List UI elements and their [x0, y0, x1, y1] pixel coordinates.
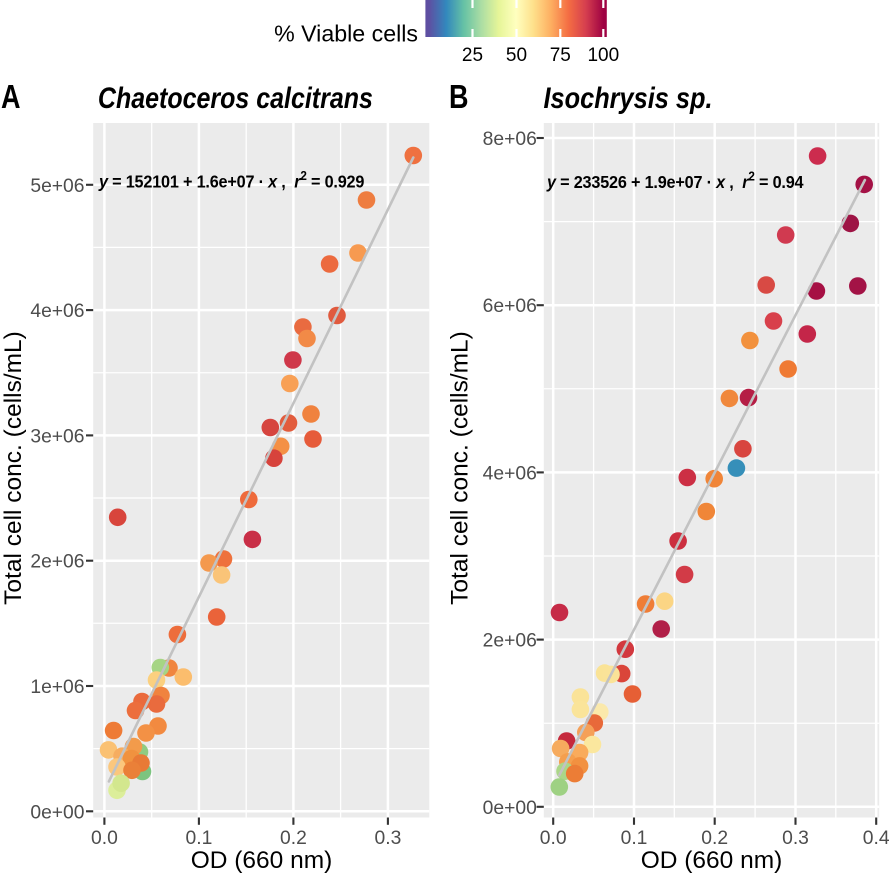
svg-text:0.4: 0.4 — [863, 828, 889, 849]
svg-text:6e+06: 6e+06 — [483, 296, 537, 317]
svg-text:5e+06: 5e+06 — [30, 176, 84, 197]
svg-text:0.3: 0.3 — [782, 828, 809, 849]
svg-text:0.3: 0.3 — [374, 828, 401, 849]
svg-text:0e+00: 0e+00 — [30, 802, 84, 823]
svg-text:0e+00: 0e+00 — [483, 798, 537, 819]
svg-text:4e+06: 4e+06 — [483, 463, 537, 484]
svg-text:75: 75 — [550, 45, 571, 66]
svg-text:Isochrysis sp.: Isochrysis sp. — [544, 82, 713, 115]
svg-text:B: B — [449, 78, 469, 115]
svg-text:3e+06: 3e+06 — [30, 426, 84, 447]
svg-text:100: 100 — [587, 45, 619, 66]
svg-text:OD (660 nm): OD (660 nm) — [191, 847, 333, 874]
svg-text:0.1: 0.1 — [185, 828, 212, 849]
svg-text:0.2: 0.2 — [701, 828, 728, 849]
svg-text:50: 50 — [506, 45, 527, 66]
svg-text:2e+06: 2e+06 — [483, 631, 537, 652]
svg-text:A: A — [1, 78, 21, 115]
svg-text:8e+06: 8e+06 — [483, 129, 537, 150]
svg-text:Total cell conc. (cells/mL): Total cell conc. (cells/mL) — [0, 331, 27, 605]
svg-text:0.0: 0.0 — [91, 828, 118, 849]
svg-text:Total cell conc. (cells/mL): Total cell conc. (cells/mL) — [447, 331, 474, 605]
svg-text:4e+06: 4e+06 — [30, 301, 84, 322]
svg-text:25: 25 — [462, 45, 483, 66]
svg-text:1e+06: 1e+06 — [30, 677, 84, 698]
svg-text:0.2: 0.2 — [280, 828, 307, 849]
svg-text:y = 152101 + 1.6e+07 · x , r2: y = 152101 + 1.6e+07 · x , r2 = 0.929 — [98, 169, 364, 192]
svg-text:y = 233526 + 1.9e+07 · x , r2: y = 233526 + 1.9e+07 · x , r2 = 0.94 — [546, 169, 804, 192]
svg-text:2e+06: 2e+06 — [30, 552, 84, 573]
svg-text:OD (660 nm): OD (660 nm) — [641, 847, 783, 874]
svg-text:% Viable cells: % Viable cells — [274, 21, 418, 47]
svg-text:Chaetoceros calcitrans: Chaetoceros calcitrans — [98, 82, 373, 115]
svg-text:0.0: 0.0 — [540, 828, 567, 849]
svg-text:0.1: 0.1 — [621, 828, 648, 849]
